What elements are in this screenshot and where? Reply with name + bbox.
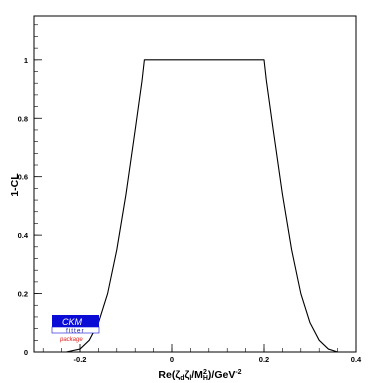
series-group [66,59,338,353]
y-tick-label: 0.4 [18,231,29,240]
y-tick-label: 0.8 [18,114,28,123]
x-tick-label: 0 [170,355,174,364]
ckmfitter-logo: CKM fitter package [51,315,100,343]
logo-fitter-text: fitter [66,328,85,335]
plot-frame [33,15,357,353]
x-axis-label: Re(ζdζl/M2 H)/GeV-2 [158,369,241,382]
logo-box [52,315,99,327]
y-tick-label: 1 [24,56,28,65]
logo-package-text: package [59,337,83,343]
y-tick-label: 0 [24,348,28,357]
logo-main-text: CKM [62,317,83,327]
y-axis-label: 1-CL [9,173,21,197]
y-tick-label: 0.6 [18,173,28,182]
logo-fitter-bar [51,326,100,334]
y-tick-label: 0.2 [18,290,28,299]
x-tick-label: -0.2 [74,355,87,364]
y-ticks: 0 0.2 0.4 0.6 0.8 1 [18,24,42,357]
x-ticks: -0.2 0 0.2 0.4 [42,344,362,364]
x-tick-label: 0.2 [259,355,269,364]
series-line [66,59,338,353]
x-tick-label: 0.4 [351,355,362,364]
